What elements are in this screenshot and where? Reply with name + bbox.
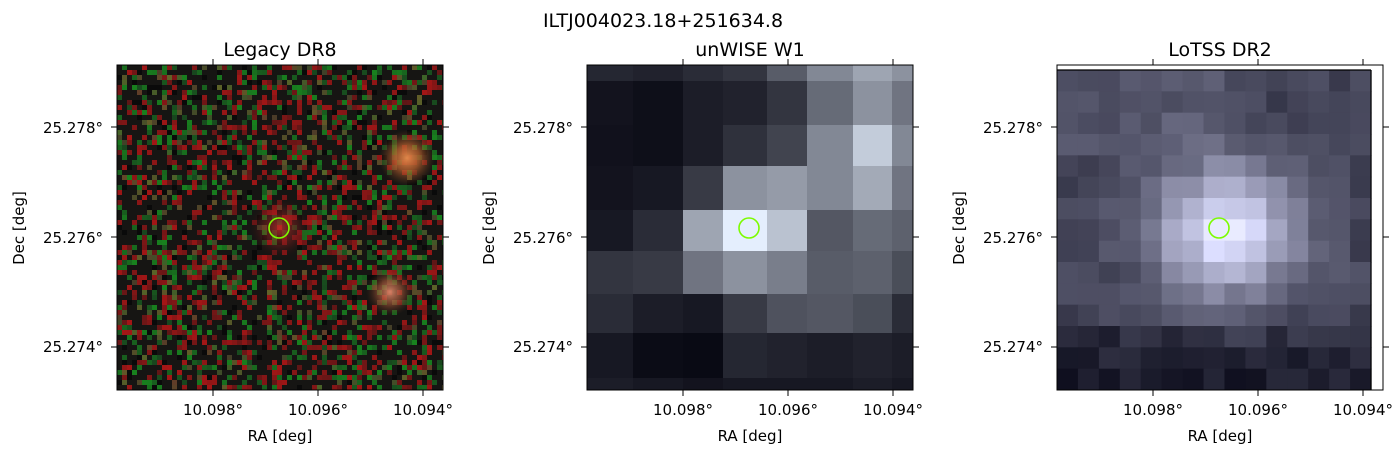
axis-ticks [581,59,919,396]
y-axis-label: Dec [deg] [10,191,28,265]
ytick-label: 25.274° [513,338,573,356]
xtick-label: 10.094° [863,401,923,419]
xtick-label: 10.096° [758,401,818,419]
axis-ticks [111,59,449,396]
ytick-label: 25.274° [43,338,103,356]
legacy-bright-source-bottom-right [366,268,414,316]
panel-legacy-dr8: Legacy DR8 25.278° 25.276° 25.274° 10.09… [10,39,453,445]
lotss-pixel-grid [1057,69,1372,390]
panel-title: LoTSS DR2 [1168,39,1272,61]
ytick-label: 25.278° [983,119,1043,137]
panel-lotss-dr2: LoTSS DR2 25.278° 25.276° 25.274° 10.098… [950,39,1393,445]
axes-frame [586,64,914,391]
legacy-bright-source-top-right [379,130,435,186]
ytick-label: 25.278° [513,119,573,137]
legacy-noise-pixels [117,65,443,390]
xtick-label: 10.096° [288,401,348,419]
ytick-label: 25.276° [43,229,103,247]
figure-title: ILTJ004023.18+251634.8 [543,10,783,32]
axis-ticks [1051,59,1389,396]
target-marker-circle [1208,217,1230,239]
ytick-label: 25.274° [983,338,1043,356]
axes-frame [116,64,444,391]
panel-title: Legacy DR8 [223,39,336,61]
xtick-label: 10.098° [653,401,713,419]
ytick-label: 25.276° [513,229,573,247]
legacy-source-glow [250,198,310,258]
y-axis-label: Dec [deg] [950,191,968,265]
xtick-label: 10.098° [1123,401,1183,419]
ytick-label: 25.276° [983,229,1043,247]
xtick-label: 10.094° [1333,401,1393,419]
ytick-label: 25.278° [43,119,103,137]
xtick-label: 10.094° [393,401,453,419]
x-axis-label: RA [deg] [718,427,783,445]
xtick-label: 10.096° [1228,401,1288,419]
panel-title: unWISE W1 [695,39,804,61]
x-axis-label: RA [deg] [1188,427,1253,445]
axes-frame [1056,64,1384,391]
panel-unwise-w1: unWISE W1 25.278° 25.276° 25.274° 10.098… [480,39,923,445]
y-axis-label: Dec [deg] [480,191,498,265]
unwise-pixel-grid [587,65,913,390]
target-marker-circle [738,217,760,239]
xtick-label: 10.098° [183,401,243,419]
x-axis-label: RA [deg] [248,427,313,445]
target-marker-circle [268,217,290,239]
